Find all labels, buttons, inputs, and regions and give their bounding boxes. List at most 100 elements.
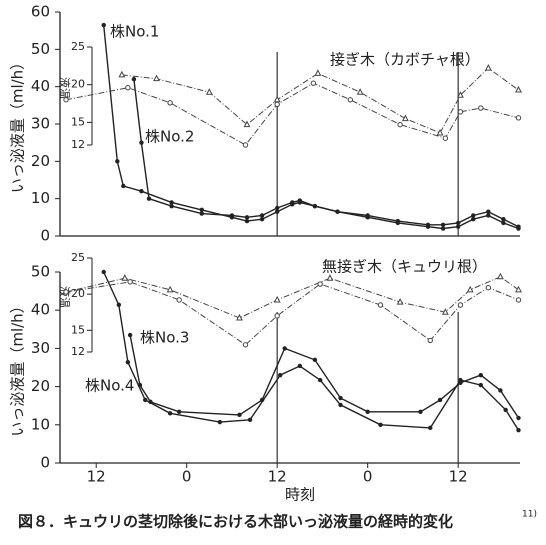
point <box>127 332 133 338</box>
point <box>312 357 318 363</box>
y-tick-label: 30 <box>31 115 50 133</box>
point <box>365 409 370 415</box>
y-tick-label: 10 <box>31 189 50 207</box>
point <box>297 363 303 369</box>
point <box>247 417 253 423</box>
point <box>478 382 483 388</box>
y-axis-label: いっ泌液量（ml/h） <box>9 55 27 193</box>
y-tick-label: 0 <box>40 454 50 472</box>
point <box>425 222 431 227</box>
y-tick-label: 60 <box>31 3 50 21</box>
point <box>396 298 404 305</box>
point <box>310 80 317 86</box>
point <box>427 337 433 344</box>
point <box>199 207 204 213</box>
y-tick-label: 30 <box>31 339 50 357</box>
annotation: 無接ぎ木（キュウリ根） <box>322 258 487 276</box>
y-axis-label: いっ泌液量（ml/h） <box>9 298 27 436</box>
series-line <box>65 281 519 346</box>
point <box>118 70 126 78</box>
point <box>335 209 340 214</box>
point <box>436 128 444 136</box>
point <box>139 140 144 145</box>
point <box>471 217 476 222</box>
x-tick-label: 0 <box>182 468 192 486</box>
point <box>205 88 213 95</box>
point <box>125 359 131 365</box>
x-axis-label: 時刻 <box>285 486 315 504</box>
caption-ref: 11) <box>522 510 537 520</box>
point <box>437 397 443 403</box>
point <box>236 313 243 321</box>
point <box>146 196 152 201</box>
point <box>273 95 281 103</box>
point <box>466 285 474 293</box>
series-line <box>65 82 519 146</box>
series-line <box>129 334 520 419</box>
point <box>457 91 464 98</box>
y2-tick-label: 12 <box>71 345 85 358</box>
point <box>428 425 433 431</box>
point <box>395 218 401 224</box>
point <box>458 377 463 383</box>
point <box>440 222 446 227</box>
point <box>484 64 492 71</box>
point <box>486 213 491 218</box>
point <box>63 97 69 103</box>
point <box>127 279 133 285</box>
series-label: 株No.1 <box>110 23 159 41</box>
point <box>397 121 403 128</box>
point <box>516 427 521 433</box>
point <box>440 226 446 231</box>
point <box>274 101 280 107</box>
y2-tick-label: 25 <box>71 40 85 53</box>
y2-tick-label: 20 <box>71 78 85 91</box>
annotation: 接ぎ木（カボチャ根） <box>330 51 480 69</box>
y-tick-label: 40 <box>31 301 50 319</box>
point <box>273 295 281 303</box>
x-tick-label: 0 <box>363 468 373 486</box>
point <box>441 308 449 315</box>
point <box>317 377 323 383</box>
y-tick-label: 20 <box>31 377 50 395</box>
point <box>317 281 323 287</box>
point <box>274 209 280 214</box>
point <box>125 85 131 91</box>
point <box>347 97 354 103</box>
point <box>167 411 173 416</box>
point <box>274 313 280 319</box>
point <box>101 22 106 28</box>
point <box>176 297 182 303</box>
point <box>277 372 283 378</box>
series-line <box>103 271 520 431</box>
point <box>478 105 484 111</box>
series-line <box>133 79 519 228</box>
point <box>243 120 251 128</box>
point <box>274 205 280 211</box>
point <box>176 409 182 415</box>
point <box>116 302 122 308</box>
point <box>314 69 322 76</box>
point <box>131 77 137 82</box>
point <box>244 218 250 224</box>
point <box>515 85 522 93</box>
point <box>496 272 504 280</box>
point <box>121 274 129 281</box>
point <box>167 100 173 106</box>
point <box>326 274 334 281</box>
point <box>259 217 265 222</box>
y-tick-label: 40 <box>31 77 50 95</box>
point <box>101 269 106 275</box>
y2-tick-label: 25 <box>71 251 85 264</box>
x-tick-label: 12 <box>268 468 287 486</box>
point <box>516 224 521 229</box>
point <box>237 412 242 418</box>
point <box>485 284 492 291</box>
y2-axis-label: 液温 <box>58 286 72 308</box>
y-tick-label: 0 <box>40 227 50 245</box>
point <box>503 407 508 413</box>
point <box>515 285 522 293</box>
point <box>455 224 461 229</box>
y-tick-label: 50 <box>31 263 50 281</box>
point <box>365 213 370 218</box>
